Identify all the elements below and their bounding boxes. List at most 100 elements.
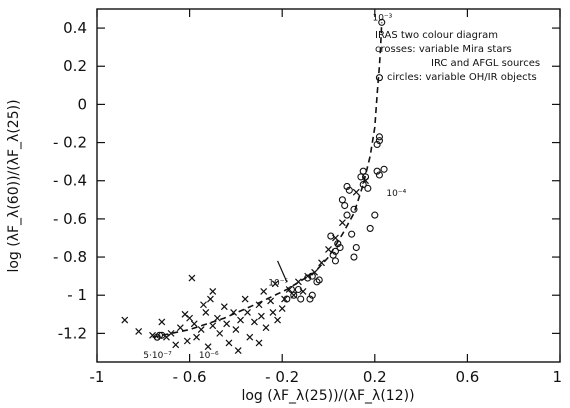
ohir-circle-point (357, 173, 365, 181)
ohir-circle-point (297, 295, 305, 303)
ohir-circle-point (287, 285, 296, 294)
x-tick-label: - 0.6 (173, 368, 207, 386)
ohir-circle-point (345, 186, 353, 194)
y-tick-label: - 0.2 (53, 134, 87, 152)
mira-cross-point (257, 312, 265, 320)
mira-cross-point (200, 301, 207, 309)
legend-line-3: IRC and AFGL sources (431, 58, 540, 69)
mira-cross-point (188, 274, 196, 282)
mira-cross-point (223, 320, 231, 328)
x-tick-label: -1 (90, 368, 105, 386)
mira-cross-point (255, 301, 263, 309)
mira-cross-point (183, 337, 191, 345)
mira-cross-point (193, 333, 200, 341)
y-tick-label: 0.2 (63, 57, 87, 75)
ohir-circle-point (359, 180, 367, 189)
annotation-label: 5·10⁻⁷ (143, 351, 172, 361)
mira-cross-point (230, 308, 238, 316)
ohir-circle-point (341, 201, 349, 210)
mira-cross-point (244, 308, 251, 316)
legend-line-4: circles: variable OH/IR objects (387, 72, 537, 83)
ohir-circle-point (338, 196, 346, 204)
mira-cross-point (207, 295, 214, 303)
ohir-circle-point (373, 140, 381, 149)
mira-cross-point (186, 314, 194, 322)
mira-cross-point (190, 320, 198, 328)
ohir-circle-point (306, 295, 314, 303)
y-tick-label: 0 (77, 95, 87, 113)
ohir-circle-point (153, 333, 161, 341)
y-tick-label: - 0.6 (53, 210, 87, 228)
mira-cross-point (213, 314, 221, 322)
mira-cross-point (225, 339, 233, 347)
ohir-circle-point (380, 165, 388, 173)
mira-cross-point (167, 329, 175, 337)
mira-cross-point (216, 329, 224, 337)
mira-cross-point (281, 295, 288, 303)
mira-cross-point (311, 268, 319, 276)
mira-cross-point (121, 316, 129, 324)
y-tick-labels: 0.4 0.2 0 - 0.2 - 0.4 - 0.6 - 0.8 - 1 -1.2 (53, 19, 87, 342)
ohir-circle-point (329, 251, 337, 259)
mira-cross-point (269, 308, 277, 316)
y-tick-label: -1.2 (58, 324, 87, 342)
mira-cross-point (232, 326, 240, 333)
annotation-label: 10⁻⁶ (199, 351, 219, 361)
ohir-circle-point (308, 272, 316, 280)
y-tick-label: - 1 (67, 286, 87, 304)
x-tick-label: - 0.2 (265, 368, 299, 386)
ohir-circle-point (158, 331, 166, 339)
ohir-circle-point (290, 291, 298, 299)
bar-segment (277, 260, 288, 283)
annotation-label: 10⁻⁴ (386, 189, 406, 199)
ohir-circle-point (308, 291, 316, 299)
mira-cross-point (338, 219, 346, 227)
mira-cross-point (202, 308, 210, 316)
ohir-circle-point (331, 247, 339, 255)
mira-cross-point (172, 341, 180, 349)
ohir-circle-point (373, 167, 381, 175)
mira-cross-point (246, 333, 254, 341)
plot-frame (96, 8, 561, 363)
x-tick-label: 0.6 (455, 368, 479, 386)
mira-cross-point (325, 245, 332, 253)
mira-cross-point (294, 278, 302, 286)
mira-cross-point (237, 316, 244, 324)
x-tick-label: 0.2 (363, 368, 387, 386)
ohir-circle-point (352, 243, 360, 252)
legend-line-2: crosses: variable Mira stars (375, 44, 512, 55)
x-tick-labels: -1 - 0.6 - 0.2 0.2 0.6 1 (90, 368, 562, 386)
legend: IRAS two colour diagram crosses: variabl… (375, 30, 540, 83)
mira-cross-point (318, 259, 325, 267)
mira-cross-point (278, 305, 286, 312)
ohir-circle-point (364, 184, 372, 192)
mira-crosses (121, 177, 369, 354)
annotations: 10⁻³ 10⁻⁴ 10⁻⁵ 10⁻⁶ 5·10⁻⁷ (143, 13, 406, 361)
y-tick-label: 0.4 (63, 19, 87, 37)
ohir-circle-point (375, 171, 383, 179)
ohir-circle-point (304, 274, 312, 282)
ohir-circle-point (366, 224, 374, 232)
mira-cross-point (209, 287, 217, 295)
ohir-circle-point (375, 74, 383, 82)
mira-cross-point (271, 280, 279, 288)
ohir-circle-point (375, 137, 383, 145)
mira-cross-point (250, 318, 258, 326)
ohir-circle-point (331, 257, 339, 265)
ohir-circle-point (375, 133, 383, 141)
ohir-circle-point (334, 240, 342, 248)
ohir-circle-point (359, 167, 367, 175)
mira-cross-point (204, 343, 212, 351)
x-axis-title: log (λF_λ(25))/(λF_λ(12)) (241, 388, 414, 404)
legend-line-1: IRAS two colour diagram (375, 30, 498, 41)
ohir-circle-point (371, 211, 379, 219)
mira-cross-point (158, 318, 166, 326)
y-tick-label: - 0.4 (53, 172, 87, 190)
mira-cross-point (262, 324, 270, 332)
ohir-circle-point (315, 276, 323, 284)
ohir-circle-point (343, 211, 351, 219)
mira-cross-point (241, 295, 249, 303)
y-axis-title: log (λF_λ(60))/(λF_λ(25)) (6, 99, 22, 272)
mira-cross-point (176, 324, 184, 332)
ohir-circle-point (327, 232, 335, 240)
